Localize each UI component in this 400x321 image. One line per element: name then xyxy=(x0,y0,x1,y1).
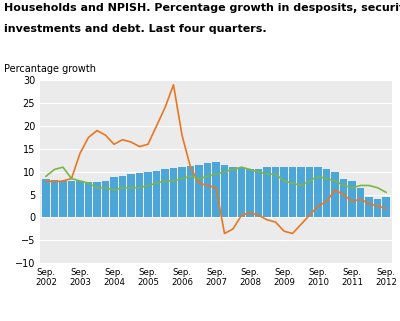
Bar xyxy=(136,173,143,218)
Bar xyxy=(272,167,279,218)
Bar xyxy=(332,172,339,218)
Bar xyxy=(187,166,194,218)
Text: Households and NPISH. Percentage growth in desposits, security: Households and NPISH. Percentage growth … xyxy=(4,3,400,13)
Bar xyxy=(323,169,330,218)
Bar xyxy=(382,197,390,218)
Bar xyxy=(212,162,220,218)
Bar xyxy=(127,174,134,218)
Bar xyxy=(298,167,305,218)
Bar xyxy=(280,167,288,218)
Bar xyxy=(68,181,75,218)
Bar xyxy=(306,167,313,218)
Text: investments and debt. Last four quarters.: investments and debt. Last four quarters… xyxy=(4,24,267,34)
Bar xyxy=(178,167,186,218)
Bar xyxy=(221,165,228,218)
Bar xyxy=(153,171,160,218)
Bar xyxy=(102,181,109,218)
Bar xyxy=(170,168,177,218)
Bar xyxy=(229,167,237,218)
Bar xyxy=(366,197,373,218)
Text: Percantage growth: Percantage growth xyxy=(4,64,96,74)
Bar xyxy=(238,168,245,218)
Bar xyxy=(357,188,364,218)
Bar xyxy=(255,169,262,218)
Bar xyxy=(51,180,58,218)
Bar xyxy=(195,165,203,218)
Bar xyxy=(76,181,84,218)
Bar xyxy=(340,178,347,218)
Bar xyxy=(161,169,168,218)
Bar xyxy=(42,178,50,218)
Bar xyxy=(204,162,211,218)
Bar xyxy=(246,169,254,218)
Bar xyxy=(93,182,100,218)
Bar xyxy=(110,177,118,218)
Bar xyxy=(85,182,92,218)
Bar xyxy=(144,172,152,218)
Bar xyxy=(374,199,381,218)
Bar xyxy=(59,181,66,218)
Bar xyxy=(314,167,322,218)
Bar xyxy=(119,176,126,218)
Bar xyxy=(264,167,271,218)
Bar xyxy=(289,167,296,218)
Bar xyxy=(348,181,356,218)
